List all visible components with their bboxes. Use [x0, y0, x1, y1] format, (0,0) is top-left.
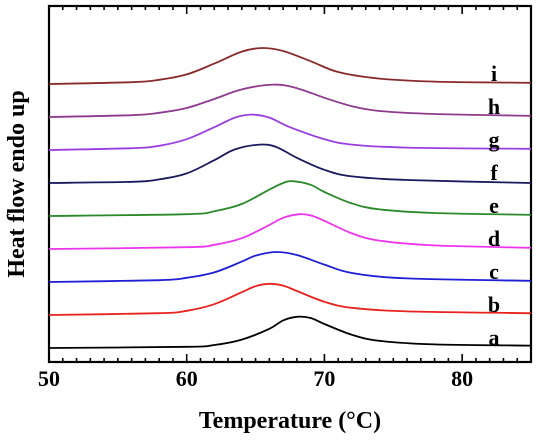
- y-axis-title: Heat flow endo up: [4, 90, 30, 277]
- curve-a: [48, 315, 532, 349]
- x-tick-label: 60: [176, 366, 198, 391]
- x-axis-title: Temperature (°C): [199, 408, 381, 434]
- curve-f: [48, 143, 532, 184]
- curve-d: [48, 213, 532, 250]
- curve-label-b: b: [488, 292, 500, 317]
- curve-e: [48, 180, 532, 217]
- x-tick-label: 80: [451, 366, 473, 391]
- curve-label-e: e: [489, 193, 499, 218]
- x-tick-label: 50: [38, 366, 60, 391]
- curve-label-f: f: [490, 160, 498, 185]
- curve-label-a: a: [489, 325, 500, 350]
- plot-frame: [47, 4, 533, 364]
- curve-g: [48, 113, 532, 151]
- curve-label-g: g: [489, 127, 500, 152]
- curve-label-i: i: [491, 61, 497, 86]
- curve-i: [48, 47, 532, 85]
- curve-b: [48, 282, 532, 316]
- curve-label-c: c: [489, 259, 499, 284]
- axes: 50 60 70 80: [38, 4, 533, 391]
- curve-c: [48, 251, 532, 283]
- curve-h: [48, 83, 532, 118]
- curves: [48, 47, 532, 349]
- curve-label-h: h: [488, 94, 500, 119]
- curve-label-d: d: [488, 226, 500, 251]
- x-tick-label: 70: [313, 366, 335, 391]
